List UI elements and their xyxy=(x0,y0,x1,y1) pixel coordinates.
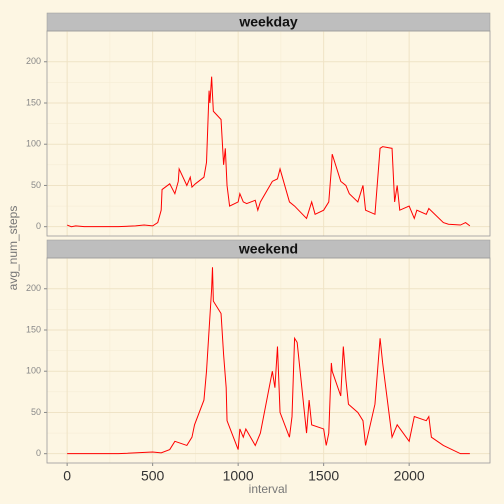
line xyxy=(66,76,471,228)
y-tick-label: 200 xyxy=(26,56,41,66)
y-tick-label: 50 xyxy=(31,407,41,417)
y-tick-label: 150 xyxy=(26,324,41,334)
y-tick-label: 50 xyxy=(31,180,41,190)
strip-label: weekend xyxy=(238,241,298,257)
x-tick-label: 500 xyxy=(141,468,165,484)
y-tick-label: 0 xyxy=(36,221,41,231)
panel-border xyxy=(46,30,491,237)
line xyxy=(67,267,470,455)
y-tick-label: 100 xyxy=(26,366,41,376)
strip-label: weekday xyxy=(238,14,298,30)
x-tick-label: 1500 xyxy=(308,468,339,484)
x-axis-title: interval xyxy=(249,482,288,496)
panel-border xyxy=(46,257,491,464)
y-axis-title: avg_num_steps xyxy=(6,206,20,291)
x-tick-label: 0 xyxy=(63,468,71,484)
x-tick-label: 2000 xyxy=(394,468,425,484)
y-tick-label: 0 xyxy=(36,448,41,458)
y-tick-label: 200 xyxy=(26,283,41,293)
y-tick-label: 150 xyxy=(26,97,41,107)
y-tick-label: 100 xyxy=(26,139,41,149)
x-tick-label: 1000 xyxy=(223,468,254,484)
